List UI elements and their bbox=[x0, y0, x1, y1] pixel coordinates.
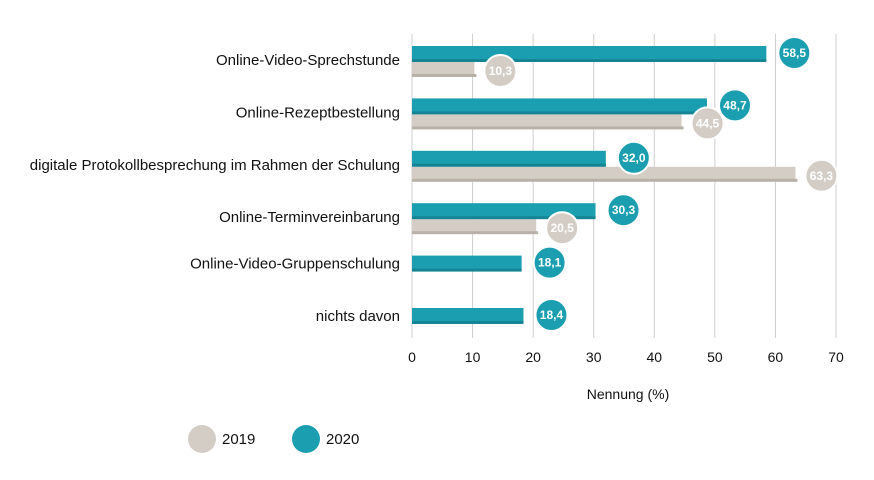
category-label: digitale Protokollbesprechung im Rahmen … bbox=[30, 157, 400, 174]
legend-label: 2020 bbox=[326, 431, 359, 448]
value-bubble-2020 bbox=[532, 245, 567, 280]
x-tick-labels: 0 10 20 30 40 50 60 70 bbox=[408, 349, 844, 365]
value-bubble-2019 bbox=[690, 106, 725, 141]
data-label-2019: 20,5 bbox=[550, 221, 574, 235]
category-label: Online-Video-Sprechstunde bbox=[216, 52, 400, 69]
bar-2020 bbox=[412, 203, 596, 219]
data-label-2020: 58,5 bbox=[783, 46, 807, 60]
x-tick-label: 50 bbox=[707, 349, 723, 365]
bar-2019-shadow bbox=[412, 231, 539, 235]
value-bubble-2019 bbox=[545, 211, 580, 246]
x-tick-label: 0 bbox=[408, 349, 416, 365]
legend: 2019 2020 bbox=[188, 425, 359, 453]
data-label-2019: 63,3 bbox=[810, 169, 834, 183]
value-bubble-2020 bbox=[534, 298, 569, 332]
legend-label: 2019 bbox=[222, 431, 255, 448]
bar-2019-shadow bbox=[412, 74, 477, 77]
bar-2020-shadow bbox=[412, 59, 767, 62]
legend-marker bbox=[292, 425, 320, 453]
data-label-2020: 18,1 bbox=[538, 256, 562, 270]
category-label: Online-Video-Gruppenschulung bbox=[190, 256, 400, 273]
bar-2019-shadow bbox=[412, 178, 798, 182]
bar-2020-shadow bbox=[412, 216, 596, 220]
x-tick-label: 70 bbox=[828, 349, 844, 365]
value-bubble-2020 bbox=[606, 193, 641, 228]
bar-2020 bbox=[412, 150, 606, 166]
bar-2020 bbox=[412, 308, 524, 323]
data-label-2020: 48,7 bbox=[723, 98, 747, 112]
bar-2020-shadow bbox=[412, 268, 522, 272]
bar-2020-shadow bbox=[412, 163, 606, 167]
category-label: nichts davon bbox=[316, 308, 400, 325]
data-label-2020: 32,0 bbox=[622, 151, 646, 165]
bar-2020 bbox=[412, 98, 707, 114]
x-tick-label: 10 bbox=[465, 349, 481, 365]
category-labels: Online-Video-Sprechstunde Online-Rezeptbe… bbox=[30, 52, 400, 325]
x-tick-label: 60 bbox=[768, 349, 784, 365]
data-label-2019: 44,5 bbox=[696, 116, 720, 130]
legend-marker bbox=[188, 425, 216, 453]
value-bubble-2019 bbox=[804, 158, 839, 193]
x-tick-label: 20 bbox=[525, 349, 541, 365]
x-tick-label: 30 bbox=[586, 349, 602, 365]
bar-2019 bbox=[412, 114, 682, 129]
bar-2019 bbox=[412, 219, 537, 234]
value-bubble-2020 bbox=[717, 88, 752, 123]
category-label: Online-Terminvereinbarung bbox=[219, 209, 400, 226]
x-tick-label: 40 bbox=[646, 349, 662, 365]
bar-2019 bbox=[412, 166, 796, 181]
bar-2020-shadow bbox=[412, 111, 707, 115]
value-bubble-2020 bbox=[616, 140, 651, 175]
category-label: Online-Rezeptbestellung bbox=[236, 104, 400, 121]
bar-2020-shadow bbox=[412, 321, 524, 324]
value-bubble-2019 bbox=[483, 54, 518, 88]
bar-2019 bbox=[412, 62, 475, 76]
grid-lines bbox=[411, 34, 837, 338]
bars: 10,3 58,5 44,548,7 63,3 32,0 20,5 30,3 18,1 18,4 bbox=[412, 36, 839, 332]
data-label-2020: 18,4 bbox=[540, 308, 564, 322]
bar-2020 bbox=[412, 46, 767, 61]
data-label-2019: 10,3 bbox=[489, 64, 513, 78]
data-label-2020: 30,3 bbox=[612, 203, 636, 217]
value-bubble-2020 bbox=[777, 36, 812, 70]
bar-2019-shadow bbox=[412, 126, 684, 130]
bar-2020 bbox=[412, 255, 522, 271]
x-axis-title: Nennung (%) bbox=[587, 386, 670, 402]
